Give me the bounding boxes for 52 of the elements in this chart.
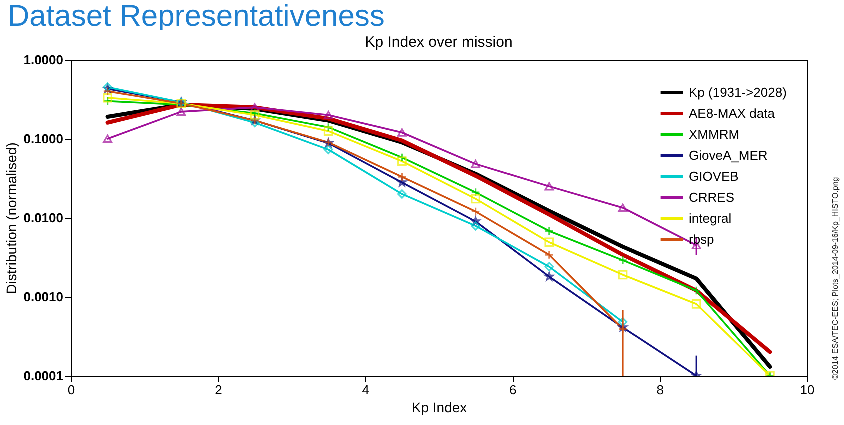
point xyxy=(471,188,480,198)
point xyxy=(398,190,407,199)
point xyxy=(324,111,334,120)
y-tick-label: 1.0000 xyxy=(24,52,64,68)
legend-label: Kp (1931->2028) xyxy=(689,85,787,100)
point xyxy=(471,207,480,216)
x-tick-label: 0 xyxy=(68,382,76,398)
legend-label: XMMRM xyxy=(689,127,740,142)
point xyxy=(692,286,702,296)
y-tick-label: 0.1000 xyxy=(24,132,64,146)
y-axis-title: Distribution (normalised) xyxy=(4,142,20,294)
point xyxy=(618,270,628,280)
point xyxy=(544,226,554,236)
x-tick-label: 4 xyxy=(362,382,370,398)
x-axis-title: Kp Index xyxy=(412,400,468,416)
point xyxy=(324,145,334,154)
point xyxy=(250,103,260,112)
x-tick-label: 10 xyxy=(800,382,815,398)
y-tick-label: 0.0001 xyxy=(24,368,64,384)
legend-label: AE8-MAX data xyxy=(689,106,776,121)
point xyxy=(618,204,628,212)
legend-label: rbsp xyxy=(689,232,714,247)
x-tick-label: 2 xyxy=(215,382,222,398)
point xyxy=(544,262,554,272)
x-tick-label: 6 xyxy=(509,382,517,398)
point xyxy=(398,172,407,182)
point xyxy=(324,126,334,136)
point xyxy=(103,93,112,103)
point xyxy=(398,128,407,137)
point xyxy=(692,300,702,309)
y-tick-label: 0.0100 xyxy=(24,210,64,226)
point xyxy=(544,182,554,191)
text: Dataset Representativeness xyxy=(8,0,385,34)
point xyxy=(471,194,480,204)
point xyxy=(176,108,186,116)
point xyxy=(471,160,480,168)
point xyxy=(398,156,407,166)
text: ©2014 ESA/TEC-EES; Plots_2014-09-16/Kp_HISTO.png xyxy=(831,177,840,380)
legend-label: CRRES xyxy=(689,190,735,205)
point xyxy=(103,134,112,144)
legend-label: GioveA_MER xyxy=(689,148,768,163)
point xyxy=(618,318,628,327)
x-tick-label: 8 xyxy=(656,382,664,398)
point xyxy=(544,250,554,260)
point xyxy=(544,238,554,248)
point xyxy=(471,221,480,231)
point xyxy=(103,86,112,96)
y-tick-label: 0.0010 xyxy=(24,290,64,304)
legend-label: integral xyxy=(689,211,732,226)
chart-title: Kp Index over mission xyxy=(365,34,513,51)
point xyxy=(618,256,628,266)
legend-label: GIOVEB xyxy=(689,169,739,184)
